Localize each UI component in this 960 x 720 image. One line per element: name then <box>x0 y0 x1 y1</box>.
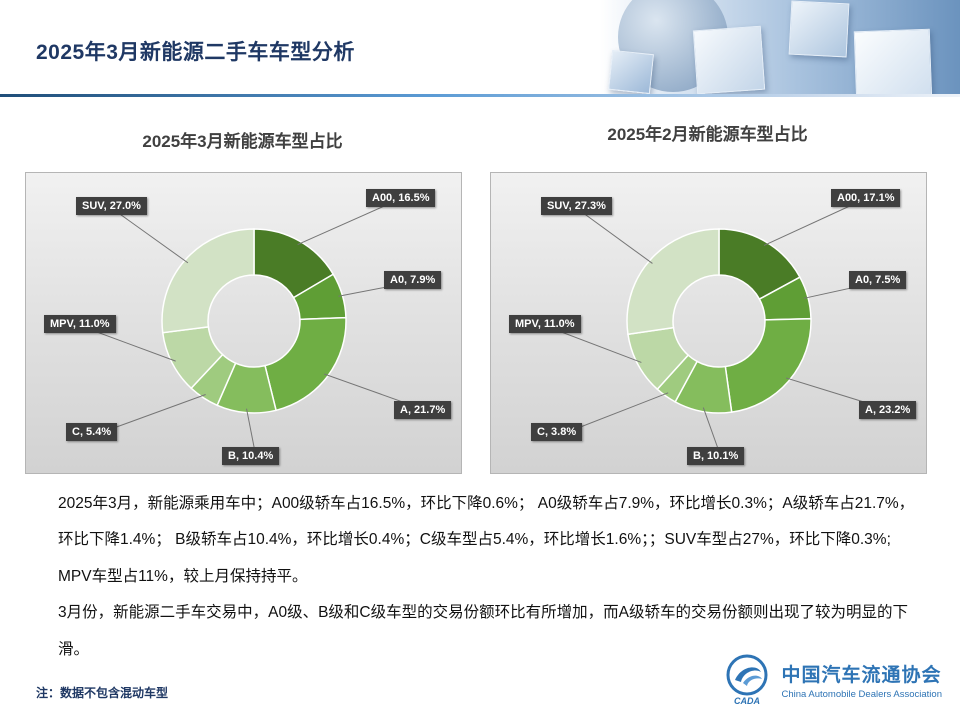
page-title: 2025年3月新能源二手车车型分析 <box>36 41 355 64</box>
header-banner-image <box>600 0 960 94</box>
data-label-A: A, 23.2% <box>859 401 917 419</box>
logo-text: 中国汽车流通协会 China Automobile Dealers Associ… <box>781 660 942 700</box>
data-label-A0: A0, 7.5% <box>849 271 907 289</box>
data-label-SUV: SUV, 27.3% <box>541 197 612 215</box>
footnote: 注：数据不包含混动车型 <box>36 686 169 700</box>
donut-svg <box>77 198 429 458</box>
logo-name-english: China Automobile Dealers Association <box>781 689 942 700</box>
cada-logo-text: CADA <box>734 696 760 706</box>
leader-line <box>99 394 206 434</box>
cube-graphic <box>853 28 933 94</box>
data-label-A: A, 21.7% <box>394 401 452 419</box>
cube-graphic <box>788 0 850 58</box>
cube-graphic <box>608 49 654 94</box>
chart-title-march: 2025年3月新能源车型占比 <box>142 132 343 151</box>
organization-logo: CADA 中国汽车流通协会 China Automobile Dealers A… <box>721 652 942 708</box>
leader-line <box>564 392 669 434</box>
donut-slice-A <box>264 316 347 412</box>
donut-slice-SUV <box>161 228 255 334</box>
leader-line <box>109 206 189 264</box>
data-label-MPV: MPV, 11.0% <box>44 315 116 333</box>
data-label-MPV: MPV, 11.0% <box>509 315 581 333</box>
data-label-A00: A00, 17.1% <box>831 189 901 207</box>
donut-chart-march: A00, 16.5% A0, 7.9% A, 21.7% B, 10.4% C, 5.4… <box>25 172 462 474</box>
donut-svg <box>542 198 894 458</box>
data-label-A00: A00, 16.5% <box>366 189 436 207</box>
analysis-paragraph-1: 2025年3月，新能源乘用车中；A00级轿车占16.5%，环比下降0.6%； A… <box>58 495 915 585</box>
analysis-text: 2025年3月，新能源乘用车中；A00级轿车占16.5%，环比下降0.6%； A… <box>58 486 916 668</box>
logo-name-chinese: 中国汽车流通协会 <box>781 665 942 686</box>
cube-graphic <box>692 25 766 94</box>
data-label-A0: A0, 7.9% <box>384 271 442 289</box>
header-divider <box>0 94 960 97</box>
data-label-SUV: SUV, 27.0% <box>76 197 147 215</box>
chart-title-february: 2025年2月新能源车型占比 <box>607 125 808 144</box>
leader-line <box>574 206 653 264</box>
donut-slice-SUV <box>626 228 720 336</box>
data-label-C: C, 5.4% <box>66 423 118 441</box>
analysis-paragraph-2: 3月份，新能源二手车交易中，A0级、B级和C级车型的交易份额环比有所增加，而A级… <box>58 604 908 658</box>
cada-logo-icon: CADA <box>726 654 768 706</box>
data-label-C: C, 3.8% <box>531 423 583 441</box>
data-label-B: B, 10.4% <box>222 447 280 465</box>
data-label-B: B, 10.1% <box>687 447 745 465</box>
header: 2025年3月新能源二手车车型分析 <box>0 0 960 94</box>
donut-slice-A <box>724 317 812 413</box>
donut-chart-february: A00, 17.1% A0, 7.5% A, 23.2% B, 10.1% C, 3.8… <box>490 172 927 474</box>
